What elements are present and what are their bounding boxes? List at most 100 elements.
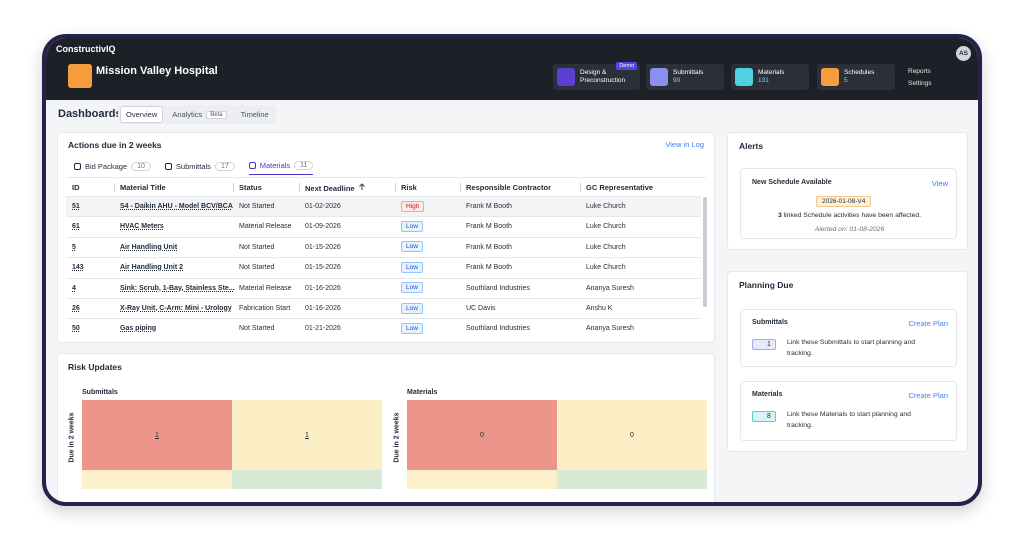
table-tab[interactable]: Submittals 17	[164, 161, 235, 175]
nav-count: 131	[758, 77, 769, 84]
table-cell: Ananya Suresh	[586, 284, 634, 292]
table-cell: Fabrication Start	[239, 305, 291, 312]
nav-icon	[557, 68, 575, 86]
table-cell: Frank M Booth	[466, 243, 512, 251]
alert-item: New Schedule Available View 2026-01-08-V…	[740, 168, 957, 239]
table-cell: Frank M Booth	[466, 203, 512, 210]
tab-icon	[74, 162, 81, 170]
nav-badge: Demo	[616, 62, 637, 70]
table-cell: Gas piping	[120, 325, 157, 333]
tab-badge: Beta	[206, 110, 227, 119]
divider	[66, 177, 706, 178]
risk-badge: High	[401, 200, 425, 212]
table-cell: 4	[72, 284, 76, 292]
logo[interactable]: ConstructivIQ	[56, 44, 116, 54]
table-cell: 51	[72, 203, 80, 210]
alert-text: linked Schedule activities have been aff…	[783, 212, 922, 219]
column-header[interactable]: GC Representative	[586, 183, 654, 192]
nav-count: 90	[673, 77, 681, 84]
tab-count: 11	[294, 161, 314, 170]
table-cell: Air Handling Unit	[120, 243, 178, 251]
nav-text: Submittals 90	[673, 69, 703, 85]
alert-view[interactable]: View	[931, 179, 948, 188]
tab-label: Analytics	[172, 110, 203, 119]
column-header[interactable]: Status	[239, 183, 262, 192]
risk-badge: Low	[401, 282, 423, 294]
column-header[interactable]: Next Deadline	[305, 183, 366, 193]
tab-label: Submittals	[175, 161, 211, 171]
dashboard-tab[interactable]: Overview	[120, 106, 164, 123]
tab-label: Overview	[126, 110, 158, 119]
nav-item[interactable]: Schedules 5	[817, 64, 895, 90]
column-header[interactable]: Material Title	[120, 183, 166, 192]
heatmap-cell-lower	[407, 470, 557, 489]
table-cell: 01-15-2026	[305, 264, 341, 272]
top-bar: ConstructivIQ Mission Valley Hospital AS…	[46, 38, 978, 100]
table-cell: S4 - Daikin AHU - Model BCV/BCA	[120, 203, 233, 210]
nav-label: Design & Preconstruction	[580, 69, 626, 84]
tab-label: Bid Package	[85, 161, 128, 171]
table-row[interactable]: 50 Gas piping Not Started 01-21-2026 Low Sout…	[66, 318, 701, 338]
column-header[interactable]: Risk	[401, 183, 417, 192]
nav-label: Materials	[758, 69, 785, 76]
table-cell: Luke Church	[586, 203, 626, 210]
table-cell: Material Release	[239, 284, 292, 292]
nav-link[interactable]: Reports	[908, 68, 931, 75]
actions-card: Actions due in 2 weeks View in Log Bid P…	[57, 132, 715, 343]
column-divider	[395, 183, 396, 192]
table-row[interactable]: 26 X-Ray Unit, C-Arm: Mini - Urology Fabri…	[66, 298, 701, 318]
create-plan[interactable]: Create Plan	[908, 391, 948, 400]
project-icon	[68, 64, 92, 88]
heatmap-cell[interactable]: 0	[407, 400, 557, 470]
heatmap-cell[interactable]: 1	[232, 400, 382, 470]
table-cell: Southland Industries	[466, 284, 530, 292]
tab-icon	[248, 162, 256, 169]
tab-label: Materials	[259, 161, 291, 170]
risk-badge: Low	[401, 220, 423, 232]
nav-icon	[821, 68, 839, 86]
nav-item[interactable]: Design & Preconstruction Demo	[553, 62, 640, 90]
nav-link[interactable]: Settings	[908, 80, 932, 87]
create-plan[interactable]: Create Plan	[908, 319, 948, 328]
table-row[interactable]: 5 Air Handling Unit Not Started 01-15-2026 L…	[66, 236, 701, 257]
table-cell: 5	[72, 243, 76, 251]
table-cell: 26	[72, 305, 80, 312]
table-cell: Air Handling Unit 2	[120, 264, 183, 272]
risk-card: Risk Updates Submittals Due in 2 weeks 1 1 M…	[57, 353, 715, 502]
tab-icon	[164, 162, 172, 170]
table-cell: Anshu K	[586, 305, 613, 312]
planning-item: Materials Create Plan 8 Link these Material…	[740, 381, 957, 441]
table-row[interactable]: 4 Sink: Scrub, 1-Bay, Stainless Ste... Mat…	[66, 277, 701, 298]
nav-item[interactable]: Submittals 90	[646, 64, 724, 90]
nav-text: Materials 131	[758, 69, 784, 85]
table-row[interactable]: 143 Air Handling Unit 2 Not Started 01-15-2…	[66, 257, 701, 277]
table-row[interactable]: 51 S4 - Daikin AHU - Model BCV/BCA Not Sta…	[66, 196, 701, 217]
axis-label: Due in 2 weeks	[68, 412, 76, 463]
column-header[interactable]: ID	[72, 183, 80, 192]
nav-text: Design & Preconstruction	[580, 69, 628, 85]
card-title: Planning Due	[739, 280, 794, 290]
table-tab[interactable]: Bid Package 10	[74, 161, 151, 175]
sort-icon	[358, 183, 365, 190]
table-cell: UC Davis	[466, 305, 496, 312]
nav-item[interactable]: Materials 131	[731, 64, 809, 90]
dashboard-tab[interactable]: Analytics Beta	[167, 107, 231, 122]
dashboard-tab[interactable]: Timeline	[236, 107, 274, 122]
planning-title: Materials	[752, 391, 783, 398]
table-row[interactable]: 61 HVAC Meters Material Release 01-09-2026 L…	[66, 216, 701, 236]
table-cell: 01-15-2026	[305, 243, 341, 251]
table-tab[interactable]: Materials 11	[248, 161, 314, 175]
heatmap-cell[interactable]: 1	[82, 400, 232, 470]
avatar[interactable]: AS	[956, 46, 971, 61]
heatmap-cell[interactable]: 0	[557, 400, 707, 470]
card-title: Alerts	[739, 141, 764, 151]
table-tabs: Bid Package 10 Submittals 17 Materials 11	[74, 161, 314, 175]
tab-count: 10	[131, 161, 151, 171]
risk-badge: Low	[401, 241, 423, 253]
view-in-log[interactable]: View in Log	[665, 140, 704, 149]
table-cell: Material Release	[239, 223, 292, 231]
project-title[interactable]: Mission Valley Hospital	[96, 65, 218, 77]
nav-label: Schedules	[844, 69, 875, 76]
table-cell: Frank M Booth	[466, 223, 512, 231]
column-header[interactable]: Responsible Contractor	[466, 183, 552, 192]
